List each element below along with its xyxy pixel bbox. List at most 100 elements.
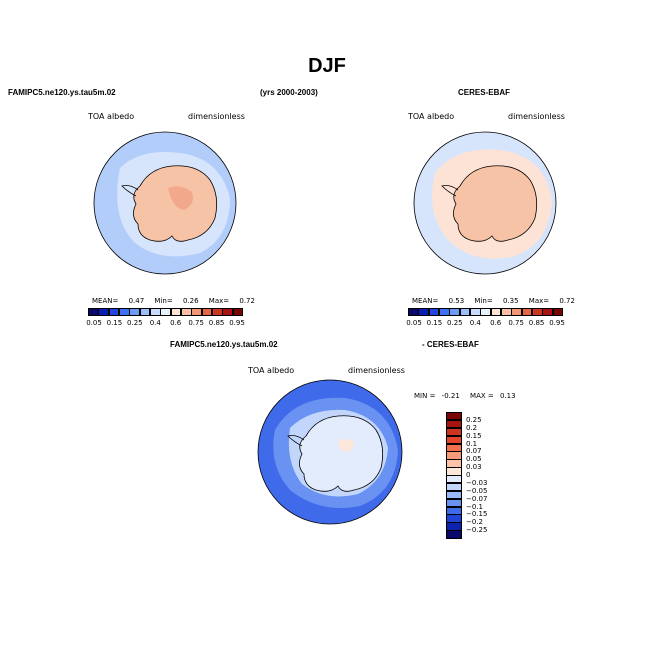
model-colorbar (88, 308, 244, 316)
colorbar-cell (470, 308, 481, 316)
colorbar-cell (446, 412, 462, 421)
colorbar-tick-label: 0.05 (406, 319, 422, 327)
colorbar-tick-label: 0.6 (490, 319, 502, 327)
obs-mean-label: MEAN= (412, 297, 439, 305)
years-header: (yrs 2000-2003) (260, 88, 318, 97)
panel-obs-stats: MEAN= 0.53 Min= 0.35 Max= 0.72 (412, 297, 575, 305)
colorbar-tick-label: 0.95 (549, 319, 565, 327)
colorbar-tick-label: 0.85 (208, 319, 225, 327)
colorbar-cell (446, 530, 462, 539)
colorbar-tick-label: 0.25 (127, 319, 143, 327)
colorbar-tick-label: 0.15 (466, 431, 482, 440)
colorbar-cell (88, 308, 99, 316)
colorbar-cell (446, 427, 462, 437)
model-plateau-region (168, 186, 193, 210)
panel-model-units: dimensionless (188, 112, 245, 121)
colorbar-tick-label: 0.95 (229, 319, 245, 327)
colorbar-cell (408, 308, 419, 316)
panel-diff-stats: MIN = -0.21 MAX = 0.13 (414, 392, 516, 400)
diff-map-border (257, 379, 403, 525)
colorbar-cell (542, 308, 554, 316)
model-mean-value: 0.47 (128, 297, 145, 305)
diff-peninsula-coast (287, 435, 305, 447)
model-max-value: 0.72 (239, 297, 255, 305)
obs-map-border (413, 131, 557, 275)
panel-obs-map (413, 131, 557, 275)
diff-colorbar-labels: 0.25 0.2 0.15 0.1 0.07 0.05 0.03 0 −0.03 −0.05 −0.… (466, 412, 506, 538)
obs-colorbar-labels: 0.05 0.15 0.25 0.4 0.6 0.75 0.85 0.95 (406, 319, 565, 329)
colorbar-tick-label: 0 (466, 471, 471, 479)
diff-max-label: MAX = (470, 392, 494, 400)
panel-model-stats: MEAN= 0.47 Min= 0.26 Max= 0.72 (92, 297, 255, 305)
diff-colorbar (446, 412, 462, 539)
colorbar-cell (108, 308, 120, 316)
obs-colorbar (408, 308, 564, 316)
diff-min-label: MIN = (414, 392, 436, 400)
colorbar-cell (181, 308, 192, 316)
colorbar-tick-label: −0.07 (466, 494, 488, 503)
panel-diff-units: dimensionless (348, 366, 405, 375)
panel-diff-map (257, 379, 403, 525)
colorbar-tick-label: 0.75 (508, 319, 524, 327)
diff-min-value: -0.21 (441, 392, 460, 400)
colorbar-cell (511, 308, 523, 316)
colorbar-tick-label: 0.15 (426, 319, 443, 327)
colorbar-tick-label: 0.6 (170, 319, 182, 327)
obs-max-value: 0.72 (559, 297, 575, 305)
colorbar-tick-label: 0.05 (466, 455, 482, 464)
colorbar-cell (446, 482, 462, 492)
colorbar-tick-label: 0.05 (86, 319, 102, 327)
model-min-value: 0.26 (182, 297, 199, 305)
model-min-label: Min= (154, 297, 173, 305)
obs-min-value: 0.35 (502, 297, 519, 305)
colorbar-cell (459, 308, 471, 316)
right-obs-header: CERES-EBAF (458, 88, 511, 97)
colorbar-cell (446, 506, 462, 515)
colorbar-cell (446, 522, 462, 531)
colorbar-cell (532, 308, 543, 316)
figure-title: DJF (308, 55, 346, 77)
colorbar-tick-label: −0.25 (466, 526, 488, 535)
colorbar-tick-label: −0.15 (466, 510, 488, 519)
obs-max-label: Max= (528, 297, 550, 305)
colorbar-tick-label: −0.2 (466, 518, 483, 527)
colorbar-cell (446, 467, 462, 476)
left-model-header: FAMIPC5.ne120.ys.tau5m.02 (8, 88, 116, 97)
bottom-model-header: FAMIPC5.ne120.ys.tau5m.02 (170, 340, 278, 349)
model-max-label: Max= (208, 297, 230, 305)
colorbar-tick-label: 0.75 (188, 319, 204, 327)
colorbar-cell (160, 308, 172, 316)
colorbar-tick-label: 0.2 (466, 423, 478, 432)
colorbar-cell (439, 308, 450, 316)
colorbar-tick-label: 0.25 (466, 415, 482, 424)
bottom-diff-header: - CERES-EBAF (422, 340, 479, 349)
colorbar-cell (446, 490, 462, 500)
model-peninsula-coast (121, 185, 139, 197)
colorbar-cell (191, 308, 203, 316)
colorbar-cell (446, 459, 462, 468)
colorbar-tick-label: −0.03 (466, 478, 488, 487)
colorbar-cell (552, 308, 564, 316)
colorbar-cell (170, 308, 182, 316)
colorbar-cell (446, 514, 462, 523)
panel-model-variable: TOA albedo (88, 112, 135, 121)
diff-positive-patch (338, 439, 354, 452)
panel-obs-variable: TOA albedo (408, 112, 455, 121)
colorbar-cell (480, 308, 492, 316)
colorbar-tick-label: 0.03 (466, 463, 482, 472)
colorbar-cell (418, 308, 430, 316)
colorbar-cell (212, 308, 223, 316)
colorbar-cell (139, 308, 151, 316)
colorbar-cell (129, 308, 141, 316)
colorbar-cell (501, 308, 512, 316)
diff-antarctica-land (299, 415, 384, 492)
colorbar-cell (446, 435, 462, 444)
colorbar-cell (521, 308, 533, 316)
model-map-border (93, 131, 237, 275)
model-colorbar-labels: 0.05 0.15 0.25 0.4 0.6 0.75 0.85 0.95 (86, 319, 245, 329)
colorbar-cell (446, 443, 462, 452)
panel-obs-units: dimensionless (508, 112, 565, 121)
obs-antarctica-land (453, 165, 538, 242)
colorbar-tick-label: 0.85 (528, 319, 545, 327)
colorbar-cell (446, 475, 462, 484)
